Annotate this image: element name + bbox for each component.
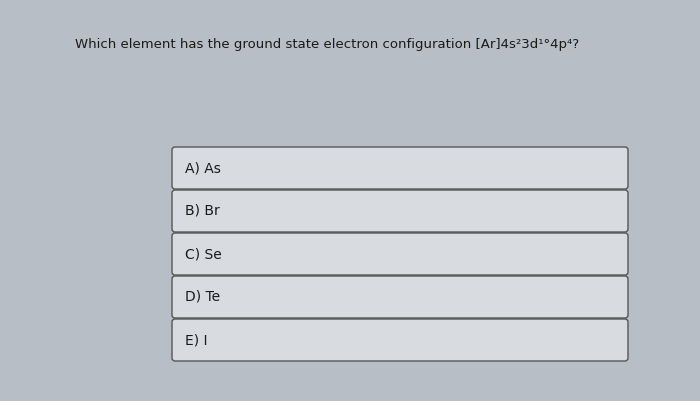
FancyBboxPatch shape [172,276,628,318]
Text: B) Br: B) Br [185,204,220,218]
Text: A) As: A) As [185,161,221,175]
FancyBboxPatch shape [172,190,628,232]
Text: D) Te: D) Te [185,290,220,304]
FancyBboxPatch shape [172,233,628,275]
Text: Which element has the ground state electron configuration [Ar]4s²3d¹°4p⁴?: Which element has the ground state elect… [75,38,579,51]
Text: E) I: E) I [185,333,207,347]
Text: C) Se: C) Se [185,247,222,261]
FancyBboxPatch shape [172,147,628,189]
FancyBboxPatch shape [172,319,628,361]
